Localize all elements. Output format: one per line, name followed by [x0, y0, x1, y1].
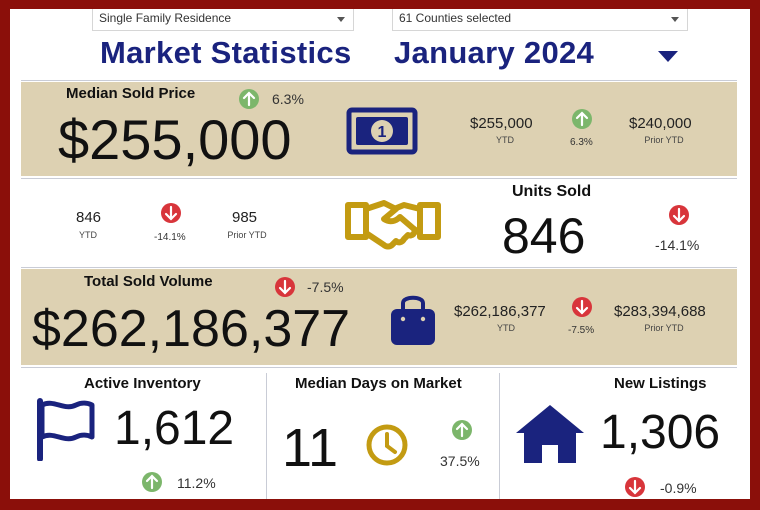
column-divider	[266, 373, 267, 499]
chevron-down-icon	[671, 17, 679, 22]
units-sold-label: Units Sold	[512, 183, 592, 200]
column-divider	[499, 373, 500, 499]
arrow-up-icon	[142, 472, 162, 492]
arrow-down-icon	[161, 203, 181, 223]
arrow-down-icon	[572, 297, 592, 317]
period-label[interactable]: January 2024	[394, 35, 595, 70]
arrow-down-icon	[275, 277, 295, 297]
clock-icon	[366, 424, 408, 466]
median-price-ytd-change: 6.3%	[570, 137, 593, 148]
units-prior-value: 985	[232, 209, 258, 226]
total-sold-volume-value: $262,186,377	[32, 300, 351, 358]
arrow-up-icon	[239, 89, 259, 109]
active-inventory-change: 11.2%	[177, 475, 216, 491]
property-type-dropdown[interactable]: Single Family Residence	[92, 9, 354, 31]
units-ytd-value: 846	[76, 209, 102, 226]
volume-ytd-change: -7.5%	[568, 325, 595, 336]
handshake-icon	[345, 200, 441, 250]
median-sold-price-label: Median Sold Price	[66, 85, 196, 102]
active-inventory-label: Active Inventory	[84, 375, 201, 392]
volume-change: -7.5%	[307, 279, 344, 295]
counties-value: 61 Counties selected	[399, 11, 512, 25]
median-days-value: 11	[282, 418, 339, 478]
volume-prior-label: Prior YTD	[644, 323, 684, 333]
divider	[21, 267, 737, 268]
units-ytd-change: -14.1%	[154, 232, 186, 243]
volume-ytd-label: YTD	[497, 323, 515, 333]
money-bill-icon: 1	[346, 107, 418, 155]
property-type-value: Single Family Residence	[99, 11, 232, 25]
median-days-change: 37.5%	[440, 453, 480, 469]
chevron-down-icon	[337, 17, 345, 22]
new-listings-value: 1,306	[600, 406, 721, 459]
units-ytd-label: YTD	[79, 230, 97, 240]
active-inventory-value: 1,612	[114, 402, 235, 455]
divider	[21, 178, 737, 179]
median-price-change: 6.3%	[272, 91, 304, 107]
svg-text:1: 1	[378, 124, 387, 141]
arrow-down-icon	[669, 205, 689, 225]
median-price-prior-label: Prior YTD	[644, 135, 684, 145]
units-prior-label: Prior YTD	[227, 230, 267, 240]
period-caret-icon[interactable]	[658, 51, 678, 62]
arrow-up-icon	[452, 420, 472, 440]
total-sold-volume-label: Total Sold Volume	[84, 273, 213, 290]
median-days-label: Median Days on Market	[295, 375, 462, 392]
new-listings-change: -0.9%	[660, 480, 697, 496]
counties-dropdown[interactable]: 61 Counties selected	[392, 9, 688, 31]
new-listings-label: New Listings	[614, 375, 707, 392]
dashboard-frame: Single Family Residence 61 Counties sele…	[10, 9, 750, 499]
median-price-prior-value: $240,000	[629, 115, 692, 132]
divider	[21, 80, 737, 81]
page-title: Market Statistics	[100, 35, 352, 70]
median-price-ytd-label: YTD	[496, 135, 514, 145]
units-sold-change: -14.1%	[655, 237, 700, 253]
arrow-down-icon	[625, 477, 645, 497]
house-icon	[516, 405, 584, 463]
median-price-ytd-value: $255,000	[470, 115, 533, 132]
total-sold-volume-card	[21, 269, 737, 365]
volume-prior-value: $283,394,688	[614, 303, 706, 320]
shopping-bag-icon	[391, 295, 435, 345]
arrow-up-icon	[572, 109, 592, 129]
volume-ytd-value: $262,186,377	[454, 303, 546, 320]
divider	[21, 367, 737, 368]
flag-icon	[37, 398, 95, 461]
median-sold-price-value: $255,000	[58, 108, 292, 171]
units-sold-value: 846	[502, 208, 586, 264]
